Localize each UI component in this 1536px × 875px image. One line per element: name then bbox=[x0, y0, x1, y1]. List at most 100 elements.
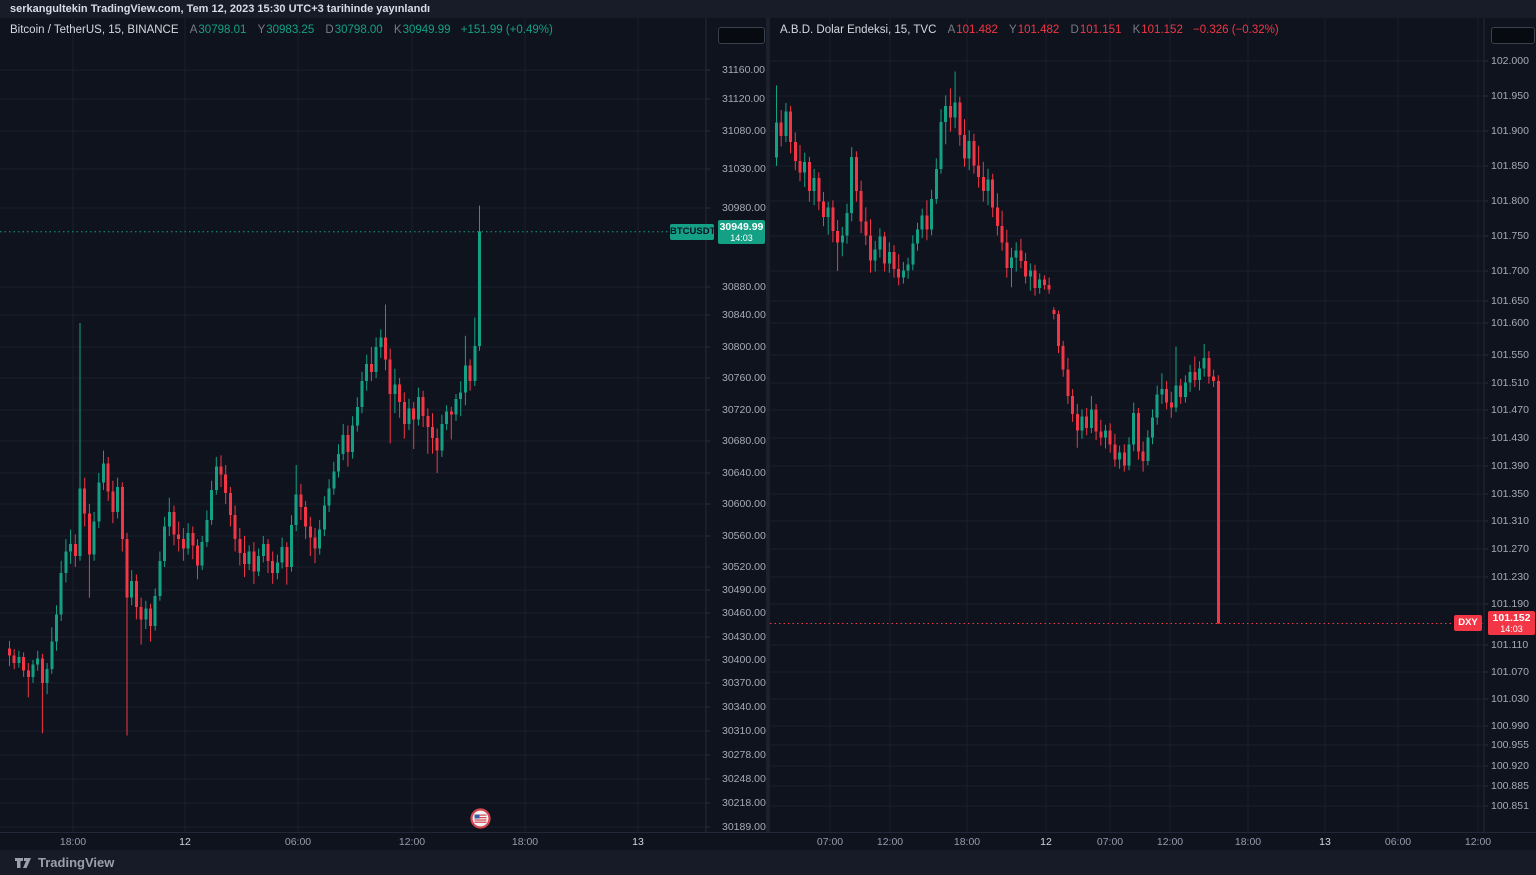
candle bbox=[172, 505, 176, 546]
candle bbox=[83, 477, 87, 527]
time-axis-label: 12:00 bbox=[398, 836, 426, 848]
legend-low-value: 30798.00 bbox=[334, 24, 383, 36]
candle bbox=[332, 461, 336, 495]
candle bbox=[196, 539, 199, 580]
candle bbox=[50, 627, 54, 674]
candle bbox=[125, 532, 129, 736]
candle bbox=[290, 515, 293, 572]
candle bbox=[803, 152, 807, 187]
candle bbox=[45, 663, 49, 695]
us-flag-event-icon[interactable] bbox=[470, 808, 491, 834]
candle bbox=[1080, 409, 1084, 439]
tradingview-logo-icon[interactable] bbox=[14, 855, 32, 871]
candle bbox=[313, 528, 317, 564]
candle bbox=[407, 398, 411, 431]
pane-controls-button-left[interactable] bbox=[718, 27, 765, 44]
candle bbox=[228, 486, 232, 527]
candle bbox=[374, 337, 378, 378]
legend-close-value: 101.152 bbox=[1141, 24, 1183, 36]
candle bbox=[365, 354, 369, 391]
legend-title[interactable]: Bitcoin / TetherUS, 15, BINANCE bbox=[10, 24, 179, 36]
candle bbox=[205, 510, 209, 547]
candle bbox=[1202, 344, 1206, 377]
candle bbox=[153, 588, 157, 631]
time-axis-label: 12:00 bbox=[1156, 836, 1184, 848]
candle bbox=[1047, 277, 1051, 294]
price-axis-label: 30600.00 bbox=[722, 497, 766, 510]
candle bbox=[986, 168, 990, 206]
candle bbox=[1212, 369, 1216, 388]
price-axis-label: 30248.00 bbox=[722, 772, 766, 785]
candle bbox=[393, 368, 397, 414]
candle bbox=[1179, 378, 1183, 404]
price-axis-label: 102.000 bbox=[1491, 54, 1529, 67]
candle bbox=[1071, 389, 1075, 422]
price-axis-label: 30560.00 bbox=[722, 529, 766, 542]
pane-controls-button-right[interactable] bbox=[1491, 27, 1535, 44]
time-axis-label: 12:00 bbox=[1464, 836, 1492, 848]
last-price-value: 101.152 bbox=[1492, 612, 1531, 625]
candle bbox=[87, 504, 91, 598]
price-axis-label: 101.650 bbox=[1491, 294, 1529, 307]
candle bbox=[139, 597, 143, 645]
candle bbox=[1028, 263, 1032, 291]
pane-separator[interactable] bbox=[766, 18, 770, 850]
candle bbox=[963, 119, 966, 167]
candle bbox=[779, 110, 783, 147]
candle bbox=[322, 496, 326, 536]
price-axis-label: 30400.00 bbox=[722, 653, 766, 666]
candle bbox=[1174, 346, 1178, 413]
legend-open-label: A bbox=[189, 24, 198, 36]
price-axis-label: 30520.00 bbox=[722, 560, 766, 573]
price-axis-label: 100.851 bbox=[1491, 799, 1529, 812]
tradingview-brand-text[interactable]: TradingView bbox=[38, 855, 115, 870]
candle bbox=[1094, 403, 1098, 441]
candle bbox=[1169, 391, 1173, 418]
time-axis-label: 06:00 bbox=[1384, 836, 1412, 848]
candle bbox=[233, 505, 237, 552]
candle bbox=[40, 653, 44, 734]
candle bbox=[1000, 210, 1004, 251]
candle bbox=[878, 228, 882, 258]
candle bbox=[388, 348, 392, 444]
legend-btcusdt[interactable]: Bitcoin / TetherUS, 15, BINANCE A 30798.0… bbox=[10, 24, 553, 36]
price-axis-label: 101.350 bbox=[1491, 487, 1529, 500]
legend-high-label: Y bbox=[257, 24, 266, 36]
candle bbox=[789, 105, 793, 154]
candle bbox=[280, 537, 284, 569]
candle bbox=[360, 371, 364, 414]
candle bbox=[873, 240, 877, 272]
candle bbox=[369, 347, 373, 382]
time-axis[interactable] bbox=[0, 832, 1536, 850]
candle bbox=[271, 551, 275, 584]
candle bbox=[1141, 441, 1145, 472]
candle bbox=[416, 387, 420, 426]
price-axis-label: 101.950 bbox=[1491, 89, 1529, 102]
candle bbox=[275, 554, 279, 580]
legend-title[interactable]: A.B.D. Dolar Endeksi, 15, TVC bbox=[780, 24, 937, 36]
candle bbox=[337, 444, 340, 478]
candle bbox=[351, 416, 355, 459]
candle bbox=[850, 147, 854, 222]
price-axis-dxy[interactable] bbox=[1484, 18, 1536, 832]
candle bbox=[435, 428, 439, 473]
candle bbox=[1165, 380, 1169, 410]
time-axis-label: 12 bbox=[179, 836, 191, 848]
candle bbox=[840, 226, 844, 257]
price-axis-btcusdt[interactable] bbox=[706, 18, 766, 832]
candle bbox=[944, 95, 948, 145]
candle bbox=[468, 359, 472, 391]
legend-high-value: 30983.25 bbox=[266, 24, 315, 36]
candle bbox=[934, 158, 938, 204]
price-axis-label: 101.190 bbox=[1491, 597, 1529, 610]
candle bbox=[17, 650, 21, 668]
candle bbox=[64, 539, 68, 583]
candle bbox=[102, 450, 105, 491]
candle bbox=[97, 473, 101, 528]
candle bbox=[972, 133, 976, 174]
price-axis-label: 30430.00 bbox=[722, 630, 766, 643]
candle bbox=[308, 516, 312, 557]
legend-dxy[interactable]: A.B.D. Dolar Endeksi, 15, TVC A101.482 Y… bbox=[780, 24, 1279, 36]
price-axis-label: 101.850 bbox=[1491, 159, 1529, 172]
